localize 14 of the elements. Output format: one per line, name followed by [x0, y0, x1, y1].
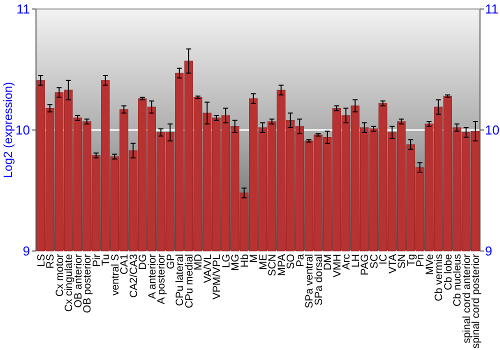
y2-tick-label: 10: [485, 122, 500, 138]
y2-tick-label: 9: [485, 244, 492, 259]
y-tick-label: 10: [16, 122, 30, 138]
x-tick-label: Cb lobe: [442, 254, 454, 290]
y-tick-label: 11: [16, 2, 30, 17]
x-tick-label: CPu medial: [183, 254, 196, 308]
y2-tick-label: 11: [485, 2, 498, 17]
y-tick-label: 9: [22, 244, 30, 259]
x-tick-label: spinal cord posterior: [470, 253, 482, 349]
x-tick-label: Hb: [238, 254, 251, 268]
x-tick-label: SPa dorsal: [312, 254, 325, 306]
y-axis-title: Log2 (expression): [1, 82, 15, 178]
x-tick-label: RS: [44, 254, 57, 269]
x-tick-label: LS: [35, 254, 48, 267]
